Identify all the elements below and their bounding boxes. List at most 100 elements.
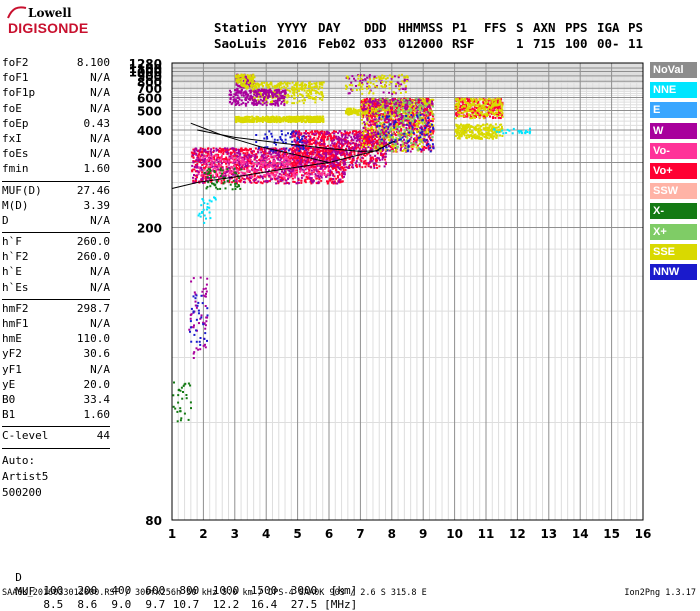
echo-point (261, 176, 263, 178)
echo-point (340, 153, 342, 155)
echo-point (200, 167, 202, 169)
echo-point (322, 158, 324, 160)
echo-point (322, 169, 324, 171)
echo-point (233, 99, 235, 101)
echo-point (280, 118, 282, 120)
echo-point (192, 154, 194, 156)
echo-point (292, 82, 294, 84)
echo-point (278, 116, 280, 118)
echo-point (323, 140, 325, 142)
echo-point (262, 94, 264, 96)
echo-point (306, 167, 308, 169)
echo-point (309, 96, 311, 98)
echo-point (236, 162, 238, 164)
echo-point (274, 119, 276, 121)
echo-point (295, 165, 297, 167)
echo-point (253, 118, 255, 120)
echo-point (294, 135, 296, 137)
echo-point (254, 76, 256, 78)
echo-point (359, 165, 361, 167)
echo-point (315, 142, 317, 144)
echo-point (267, 95, 269, 97)
echo-point (255, 100, 257, 102)
echo-point (279, 160, 281, 162)
echo-point (314, 173, 316, 175)
echo-point (339, 130, 341, 132)
echo-point (422, 141, 424, 143)
echo-point (252, 88, 254, 90)
echo-point (291, 102, 293, 104)
echo-point (251, 150, 253, 152)
echo-point (359, 139, 361, 141)
echo-point (376, 167, 378, 169)
echo-point (252, 102, 254, 104)
echo-point (264, 151, 266, 153)
echo-point (246, 88, 248, 90)
echo-point (313, 180, 315, 182)
echo-point (309, 136, 311, 138)
echo-point (324, 174, 326, 176)
echo-point (326, 158, 328, 160)
echo-point (346, 142, 348, 144)
echo-point (236, 157, 238, 159)
echo-point (235, 118, 237, 120)
echo-point (283, 86, 285, 88)
echo-point (376, 160, 378, 162)
echo-point (256, 165, 258, 167)
echo-point (327, 173, 329, 175)
echo-point (303, 171, 305, 173)
echo-point (253, 94, 255, 96)
echo-point (247, 152, 249, 154)
echo-point (296, 168, 298, 170)
echo-point (264, 96, 266, 98)
echo-point (264, 102, 266, 104)
echo-point (258, 86, 260, 88)
echo-point (251, 152, 253, 154)
echo-point (225, 157, 227, 159)
echo-point (335, 136, 337, 138)
echo-point (314, 157, 316, 159)
echo-point (315, 96, 317, 98)
echo-point (232, 158, 234, 160)
echo-point (368, 124, 370, 126)
echo-point (346, 145, 348, 147)
echo-point (195, 178, 197, 180)
echo-point (294, 158, 296, 160)
echo-point (216, 149, 218, 151)
echo-point (337, 152, 339, 154)
echo-point (232, 174, 234, 176)
echo-point (300, 182, 302, 184)
echo-point (280, 158, 282, 160)
echo-point (256, 84, 258, 86)
echo-point (355, 143, 357, 145)
echo-point (257, 152, 259, 154)
echo-point (247, 116, 249, 118)
echo-point (228, 164, 230, 166)
echo-point (281, 171, 283, 173)
echo-point (340, 139, 342, 141)
echo-point (329, 174, 331, 176)
echo-point (361, 160, 363, 162)
echo-point (292, 120, 294, 122)
echo-point (253, 163, 255, 165)
echo-point (349, 164, 351, 166)
echo-point (306, 153, 308, 155)
echo-point (213, 150, 215, 152)
echo-point (309, 84, 311, 86)
echo-point (328, 153, 330, 155)
echo-point (284, 93, 286, 95)
echo-point (332, 175, 334, 177)
echo-point (416, 131, 418, 133)
echo-point (352, 139, 354, 141)
echo-point (315, 90, 317, 92)
echo-point (347, 133, 349, 135)
echo-point (210, 159, 212, 161)
echo-point (274, 117, 276, 119)
echo-point (309, 168, 311, 170)
echo-point (318, 181, 320, 183)
echo-point (280, 121, 282, 123)
echo-point (251, 166, 253, 168)
echo-point (282, 180, 284, 182)
echo-point (429, 114, 431, 116)
echo-point (317, 138, 319, 140)
